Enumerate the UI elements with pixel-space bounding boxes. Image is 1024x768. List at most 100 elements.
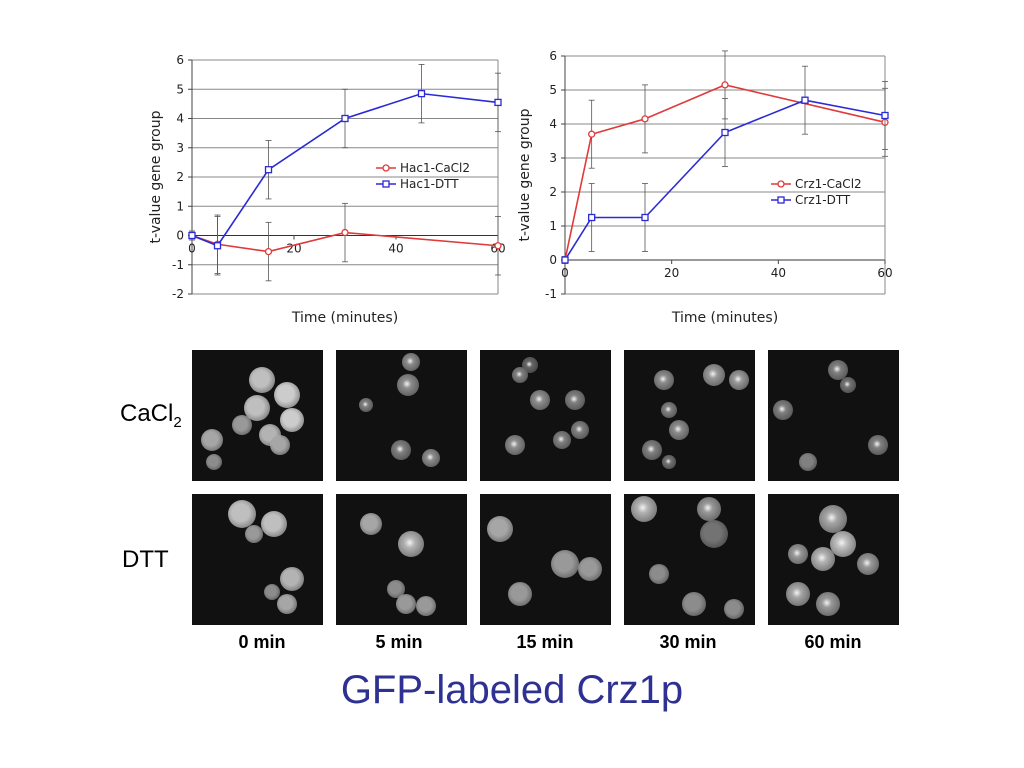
yeast-cell <box>811 547 835 571</box>
timepoint-label-60: 60 min <box>804 632 862 652</box>
micrograph-dtt-4 <box>768 494 899 625</box>
yeast-cell <box>553 431 571 449</box>
yeast-cell <box>631 496 657 522</box>
micrograph-cacl2-2 <box>480 350 611 481</box>
yeast-cell <box>280 408 304 432</box>
micrograph-cacl2-3 <box>624 350 755 481</box>
yeast-cell <box>654 370 674 390</box>
micrograph-cacl2-4 <box>768 350 899 481</box>
legend-label: Crz1-DTT <box>795 193 851 207</box>
y-tick-label: 6 <box>176 53 184 67</box>
yeast-cell <box>830 531 856 557</box>
yeast-cell <box>359 398 373 412</box>
legend-label: Hac1-CaCl2 <box>400 161 470 175</box>
yeast-cell <box>508 582 532 606</box>
y-tick-label: 2 <box>549 185 557 199</box>
yeast-cell <box>565 390 585 410</box>
yeast-cell <box>828 360 848 380</box>
data-point <box>881 111 889 120</box>
yeast-cell <box>700 520 728 548</box>
x-tick-label: 0 <box>561 266 569 280</box>
yeast-cell <box>786 582 810 606</box>
yeast-cell <box>868 435 888 455</box>
data-point <box>341 114 349 123</box>
yeast-cell <box>360 513 382 535</box>
legend-label: Crz1-CaCl2 <box>795 177 862 191</box>
data-point <box>213 242 222 250</box>
x-axis-label: Time (minutes) <box>671 310 778 326</box>
yeast-cell <box>398 531 424 557</box>
y-tick-label: 4 <box>549 117 557 131</box>
yeast-cell <box>245 525 263 543</box>
timepoint-label-30: 30 min <box>659 632 717 652</box>
data-point <box>801 96 809 104</box>
x-tick-label: 60 <box>877 266 892 280</box>
y-axis-label: t-value gene group <box>148 110 164 243</box>
y-tick-label: 4 <box>176 112 184 126</box>
figure-caption: GFP-labeled Crz1p <box>340 668 684 712</box>
micrograph-dtt-3 <box>624 494 755 625</box>
y-axis-label: t-value gene group <box>517 108 533 241</box>
yeast-cell <box>402 353 420 371</box>
y-tick-label: -2 <box>172 287 184 301</box>
legend-label: Hac1-DTT <box>400 177 459 191</box>
yeast-cell <box>840 377 856 393</box>
yeast-cell <box>387 580 405 598</box>
data-point <box>721 128 729 137</box>
yeast-cell <box>206 454 222 470</box>
yeast-cell <box>264 584 280 600</box>
yeast-cell <box>530 390 550 410</box>
yeast-cell <box>571 421 589 439</box>
yeast-cell <box>682 592 706 616</box>
yeast-cell <box>697 497 721 521</box>
yeast-cell <box>487 516 513 542</box>
yeast-cell <box>788 544 808 564</box>
y-tick-label: 0 <box>176 229 184 243</box>
y-tick-label: 5 <box>176 82 184 96</box>
y-tick-label: 5 <box>549 83 557 97</box>
yeast-cell <box>261 511 287 537</box>
micrograph-dtt-1 <box>336 494 467 625</box>
yeast-cell <box>649 564 669 584</box>
data-point <box>494 98 502 107</box>
y-tick-label: 6 <box>549 49 557 63</box>
data-point <box>721 81 729 89</box>
timepoint-label-0: 0 min <box>238 632 286 652</box>
legend-marker <box>382 164 390 172</box>
yeast-cell <box>857 553 879 575</box>
legend-marker <box>382 180 390 188</box>
yeast-cell <box>397 374 419 396</box>
yeast-cell <box>416 596 436 616</box>
x-axis-label: Time (minutes) <box>291 310 398 326</box>
x-tick-label: 20 <box>664 266 679 280</box>
micrograph-dtt-0 <box>192 494 323 625</box>
yeast-cell <box>662 455 676 469</box>
yeast-cell <box>799 453 817 471</box>
legend-marker <box>777 180 785 188</box>
data-point <box>588 130 596 138</box>
timepoint-label-15: 15 min <box>516 632 574 652</box>
yeast-cell <box>522 357 538 373</box>
micrograph-dtt-2 <box>480 494 611 625</box>
data-point <box>588 213 596 222</box>
data-point <box>341 228 349 237</box>
micrograph-cacl2-0 <box>192 350 323 481</box>
yeast-cell <box>422 449 440 467</box>
yeast-cell <box>642 440 662 460</box>
timepoint-label-5: 5 min <box>375 632 423 652</box>
yeast-cell <box>228 500 256 528</box>
series-line-hac1-dtt <box>191 92 499 247</box>
yeast-cell <box>578 557 602 581</box>
yeast-cell <box>729 370 749 390</box>
data-point <box>188 231 196 240</box>
yeast-cell <box>280 567 304 591</box>
legend-marker <box>777 196 785 204</box>
yeast-cell <box>703 364 725 386</box>
y-tick-label: 2 <box>176 170 184 184</box>
yeast-cell <box>819 505 847 533</box>
x-tick-label: 40 <box>388 242 403 256</box>
data-point <box>641 115 649 123</box>
y-tick-label: 3 <box>176 141 184 155</box>
yeast-cell <box>773 400 793 420</box>
